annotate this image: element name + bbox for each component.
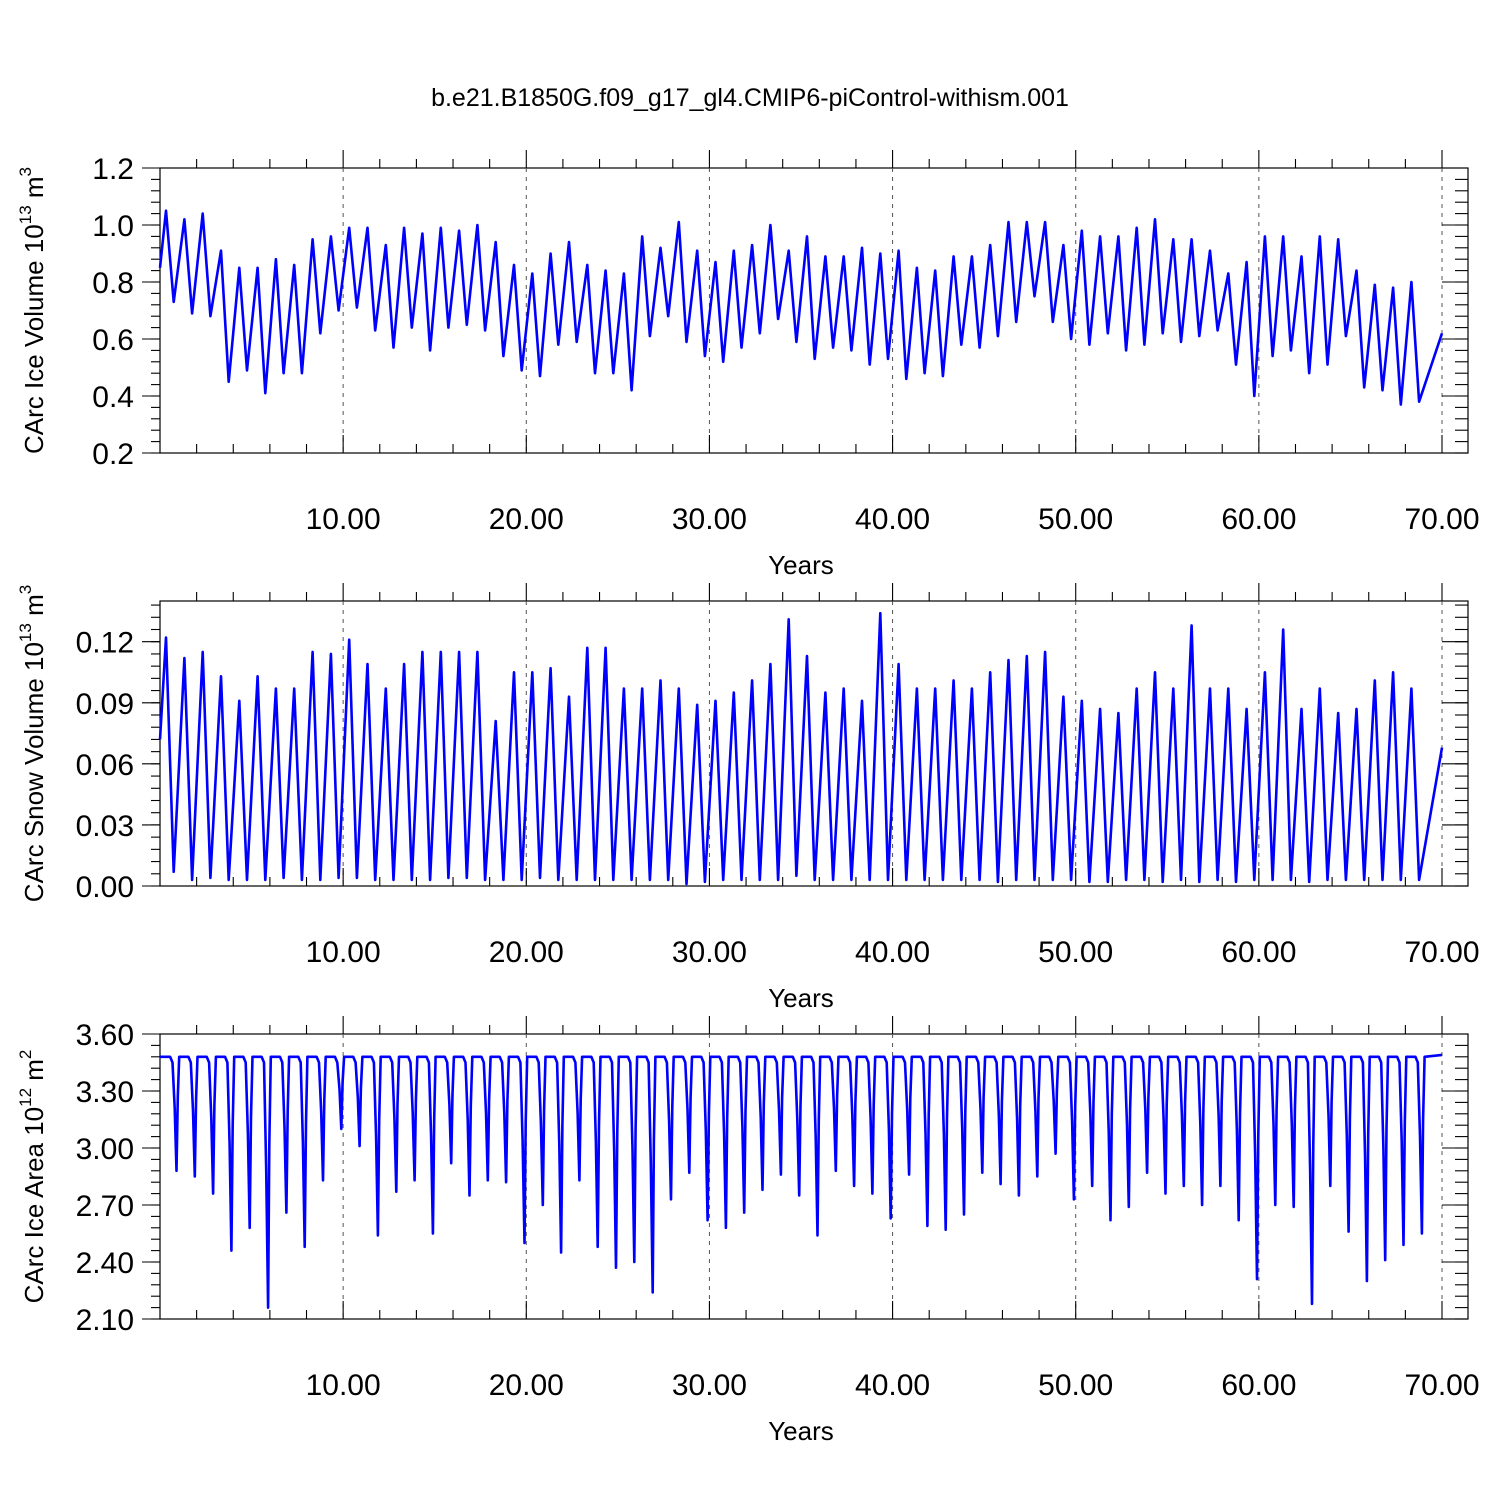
y-tick-label: 2.10	[76, 1304, 134, 1337]
x-tick-label: 30.00	[672, 936, 747, 969]
y-axis-label: CArc Snow Volume 1013 m3	[16, 585, 49, 902]
x-tick-label: 20.00	[489, 1369, 564, 1402]
y-tick-label: 2.40	[76, 1247, 134, 1280]
y-tick-label: 0.6	[92, 324, 134, 357]
y-tick-label: 0.8	[92, 267, 134, 300]
x-axis-label: Years	[768, 983, 834, 1013]
panel-3: 10.00 20.00 30.00 40.00 50.00 60.00 70.00 Years…	[16, 1016, 1480, 1446]
x-tick-label: 20.00	[489, 936, 564, 969]
x-tick-label: 40.00	[855, 1369, 930, 1402]
x-tick-label: 60.00	[1221, 1369, 1296, 1402]
x-tick-label: 10.00	[306, 503, 381, 536]
x-tick-label: 50.00	[1038, 936, 1113, 969]
x-tick-label: 30.00	[672, 503, 747, 536]
y-axis-label: CArc Ice Area 1012 m2	[16, 1050, 49, 1304]
plot-frame	[159, 167, 1469, 454]
x-tick-label: 50.00	[1038, 1369, 1113, 1402]
plot-frame	[159, 600, 1469, 887]
x-tick-label: 40.00	[855, 503, 930, 536]
x-tick-label: 60.00	[1221, 936, 1296, 969]
y-axis-label: CArc Ice Volume 1013 m3	[16, 167, 49, 454]
y-tick-label: 0.09	[76, 688, 134, 721]
x-tick-label: 10.00	[306, 936, 381, 969]
y-tick-label: 2.70	[76, 1190, 134, 1223]
x-tick-label: 10.00	[306, 1369, 381, 1402]
panels: 10.00 20.00 30.00 40.00 50.00 60.00 70.00 Years…	[16, 150, 1480, 1446]
y-tick-label: 3.60	[76, 1019, 134, 1052]
x-tick-label: 70.00	[1404, 936, 1479, 969]
y-tick-label: 0.12	[76, 627, 134, 660]
plot-frame	[159, 1033, 1469, 1320]
y-tick-label: 1.0	[92, 210, 134, 243]
y-tick-label: 1.2	[92, 153, 134, 186]
y-tick-label: 0.4	[92, 381, 134, 414]
series-line	[160, 1053, 1443, 1309]
x-axis-label: Years	[768, 1416, 834, 1446]
x-tick-label: 30.00	[672, 1369, 747, 1402]
x-tick-label: 60.00	[1221, 503, 1296, 536]
series-line	[158, 611, 1444, 886]
x-tick-label: 20.00	[489, 503, 564, 536]
x-tick-label: 40.00	[855, 936, 930, 969]
panel-2: 10.00 20.00 30.00 40.00 50.00 60.00 70.00 Years…	[16, 583, 1480, 1013]
panel-1: 10.00 20.00 30.00 40.00 50.00 60.00 70.00 Years…	[16, 150, 1480, 580]
series-line	[158, 209, 1444, 406]
chart-title: b.e21.B1850G.f09_g17_gl4.CMIP6-piControl…	[431, 84, 1069, 112]
x-tick-label: 70.00	[1404, 1369, 1479, 1402]
y-tick-label: 0.03	[76, 810, 134, 843]
y-tick-label: 0.2	[92, 438, 134, 471]
y-tick-label: 0.00	[76, 871, 134, 904]
x-axis-label: Years	[768, 550, 834, 580]
x-tick-label: 50.00	[1038, 503, 1113, 536]
y-tick-label: 3.30	[76, 1076, 134, 1109]
x-tick-label: 70.00	[1404, 503, 1479, 536]
y-tick-label: 3.00	[76, 1133, 134, 1166]
y-tick-label: 0.06	[76, 749, 134, 782]
